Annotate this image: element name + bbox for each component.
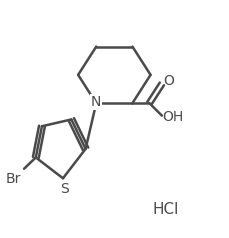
Text: N: N (91, 95, 101, 109)
Text: S: S (60, 182, 68, 196)
Text: Br: Br (5, 172, 21, 186)
Text: OH: OH (162, 110, 183, 124)
Text: HCl: HCl (151, 202, 178, 217)
Text: O: O (162, 74, 173, 88)
